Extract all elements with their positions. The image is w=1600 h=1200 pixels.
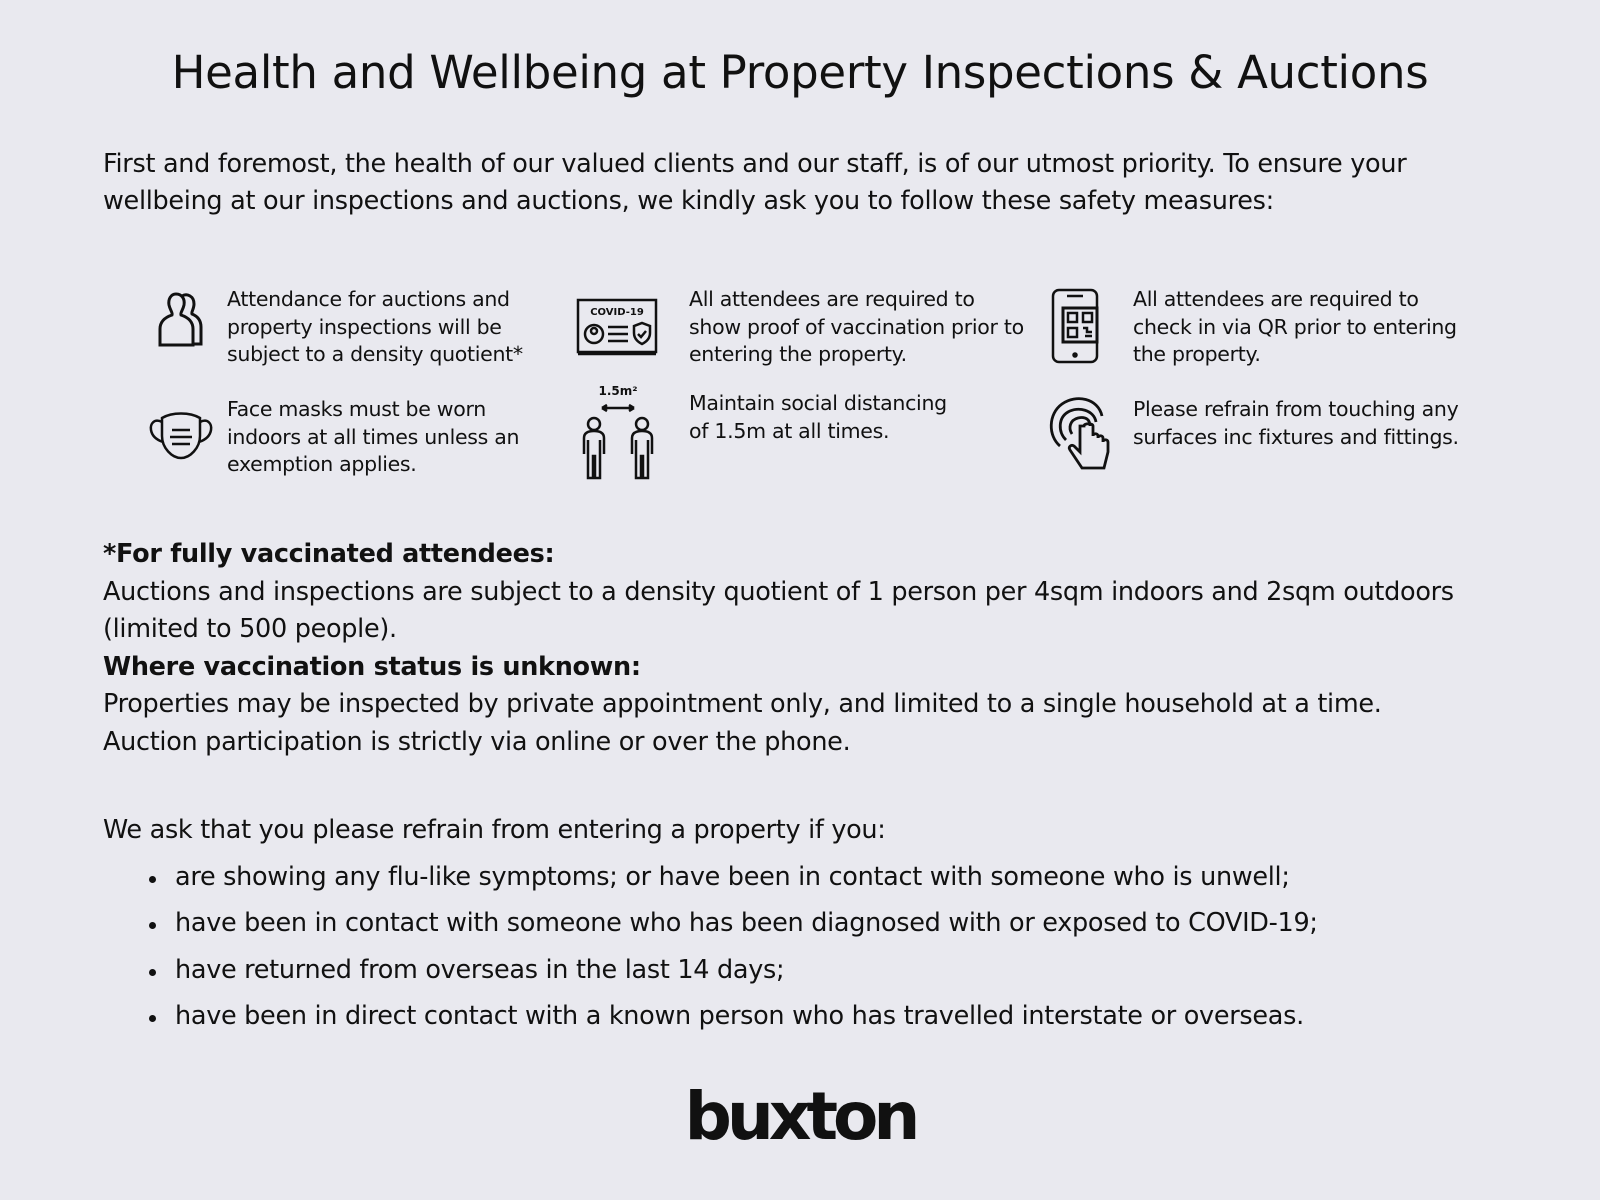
covid-certificate-icon: COVID-19 xyxy=(576,298,658,356)
face-mask-icon xyxy=(149,412,213,460)
list-item: are showing any flu-like symptoms; or ha… xyxy=(145,862,1318,908)
unknown-status-heading: Where vaccination status is unknown: xyxy=(103,651,641,682)
svg-text:COVID-19: COVID-19 xyxy=(590,307,644,318)
svg-text:1.5m²: 1.5m² xyxy=(598,384,637,398)
people-icon xyxy=(158,292,203,347)
vaccinated-heading: *For fully vaccinated attendees: xyxy=(103,539,555,569)
list-item: have been in direct contact with a known… xyxy=(145,1001,1318,1047)
measure-text: All attendees are required to check in v… xyxy=(1133,287,1457,366)
auction-participation-text: Auction participation is strictly via on… xyxy=(103,726,851,757)
social-distance-icon: 1.5m² xyxy=(582,384,654,480)
measure-text: All attendees are required to show proof… xyxy=(689,287,1024,366)
vaccinated-text: Auctions and inspections are subject to … xyxy=(103,576,1454,645)
list-item: have been in contact with someone who ha… xyxy=(145,908,1318,954)
phone-qr-icon xyxy=(1051,288,1099,364)
list-item: have returned from overseas in the last … xyxy=(145,955,1318,1001)
refrain-intro: We ask that you please refrain from ente… xyxy=(103,815,886,845)
measure-text: Face masks must be worn indoors at all t… xyxy=(227,397,520,476)
refrain-list: are showing any flu-like symptoms; or ha… xyxy=(145,862,1318,1047)
buxton-logo: buxton xyxy=(684,1078,921,1155)
measure-text: Maintain social distancing of 1.5m at al… xyxy=(689,391,947,443)
page-title: Health and Wellbeing at Property Inspect… xyxy=(171,46,1429,99)
touch-icon xyxy=(1049,397,1110,470)
intro-paragraph: First and foremost, the health of our va… xyxy=(103,149,1407,216)
unknown-status-text: Properties may be inspected by private a… xyxy=(103,689,1382,719)
measure-text: Attendance for auctions and property ins… xyxy=(227,287,523,366)
measure-text: Please refrain from touching any surface… xyxy=(1133,397,1459,449)
density-notes: *For fully vaccinated attendees: Auction… xyxy=(103,536,1543,761)
